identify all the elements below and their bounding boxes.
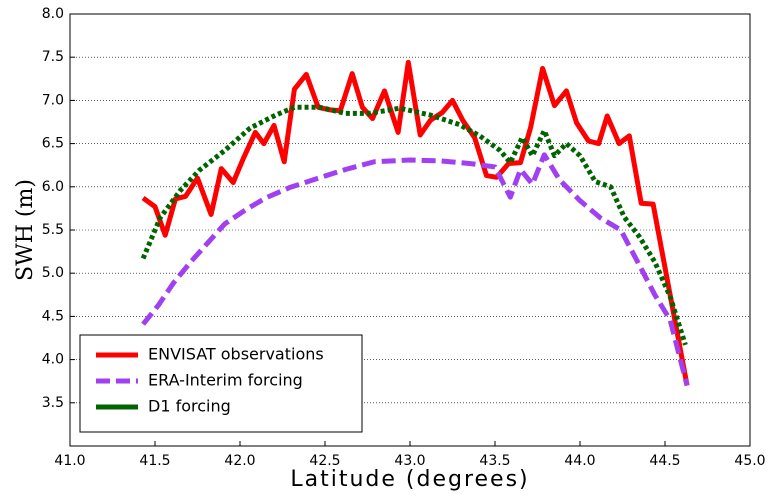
y-tick-label: 6.0 (42, 179, 64, 195)
y-tick-label: 8.0 (42, 6, 64, 22)
x-tick-label: 43.0 (394, 453, 425, 469)
legend-label: ERA-Interim forcing (148, 371, 303, 390)
x-tick-label: 44.5 (649, 453, 680, 469)
series-line (141, 152, 690, 387)
y-tick-label: 4.0 (42, 352, 64, 368)
plot-frame (69, 13, 751, 447)
x-axis-label: Latitude (degrees) (290, 467, 529, 492)
series-line (141, 59, 690, 386)
x-tick-label: 41.0 (54, 453, 85, 469)
legend-label: D1 forcing (148, 397, 231, 416)
x-tick-label: 42.0 (224, 453, 255, 469)
x-tick-label: 43.5 (479, 453, 510, 469)
y-tick-label: 7.0 (42, 92, 64, 108)
y-tick-label: 5.0 (42, 265, 64, 281)
x-tick-label: 41.5 (139, 453, 170, 469)
y-axis-label: SWH (m) (13, 179, 38, 281)
y-tick-label: 5.5 (42, 222, 64, 238)
x-tick-label: 44.0 (564, 453, 595, 469)
legend-label: ENVISAT observations (148, 345, 324, 364)
y-tick-label: 3.5 (42, 395, 64, 411)
y-tick-label: 7.5 (42, 49, 64, 65)
x-tick-label: 42.5 (309, 453, 340, 469)
x-tick-label: 45.0 (734, 453, 765, 469)
y-tick-label: 6.5 (42, 136, 64, 152)
y-tick-label: 4.5 (42, 308, 64, 324)
legend: ENVISAT observations ERA-Interim forcing D… (79, 334, 363, 433)
